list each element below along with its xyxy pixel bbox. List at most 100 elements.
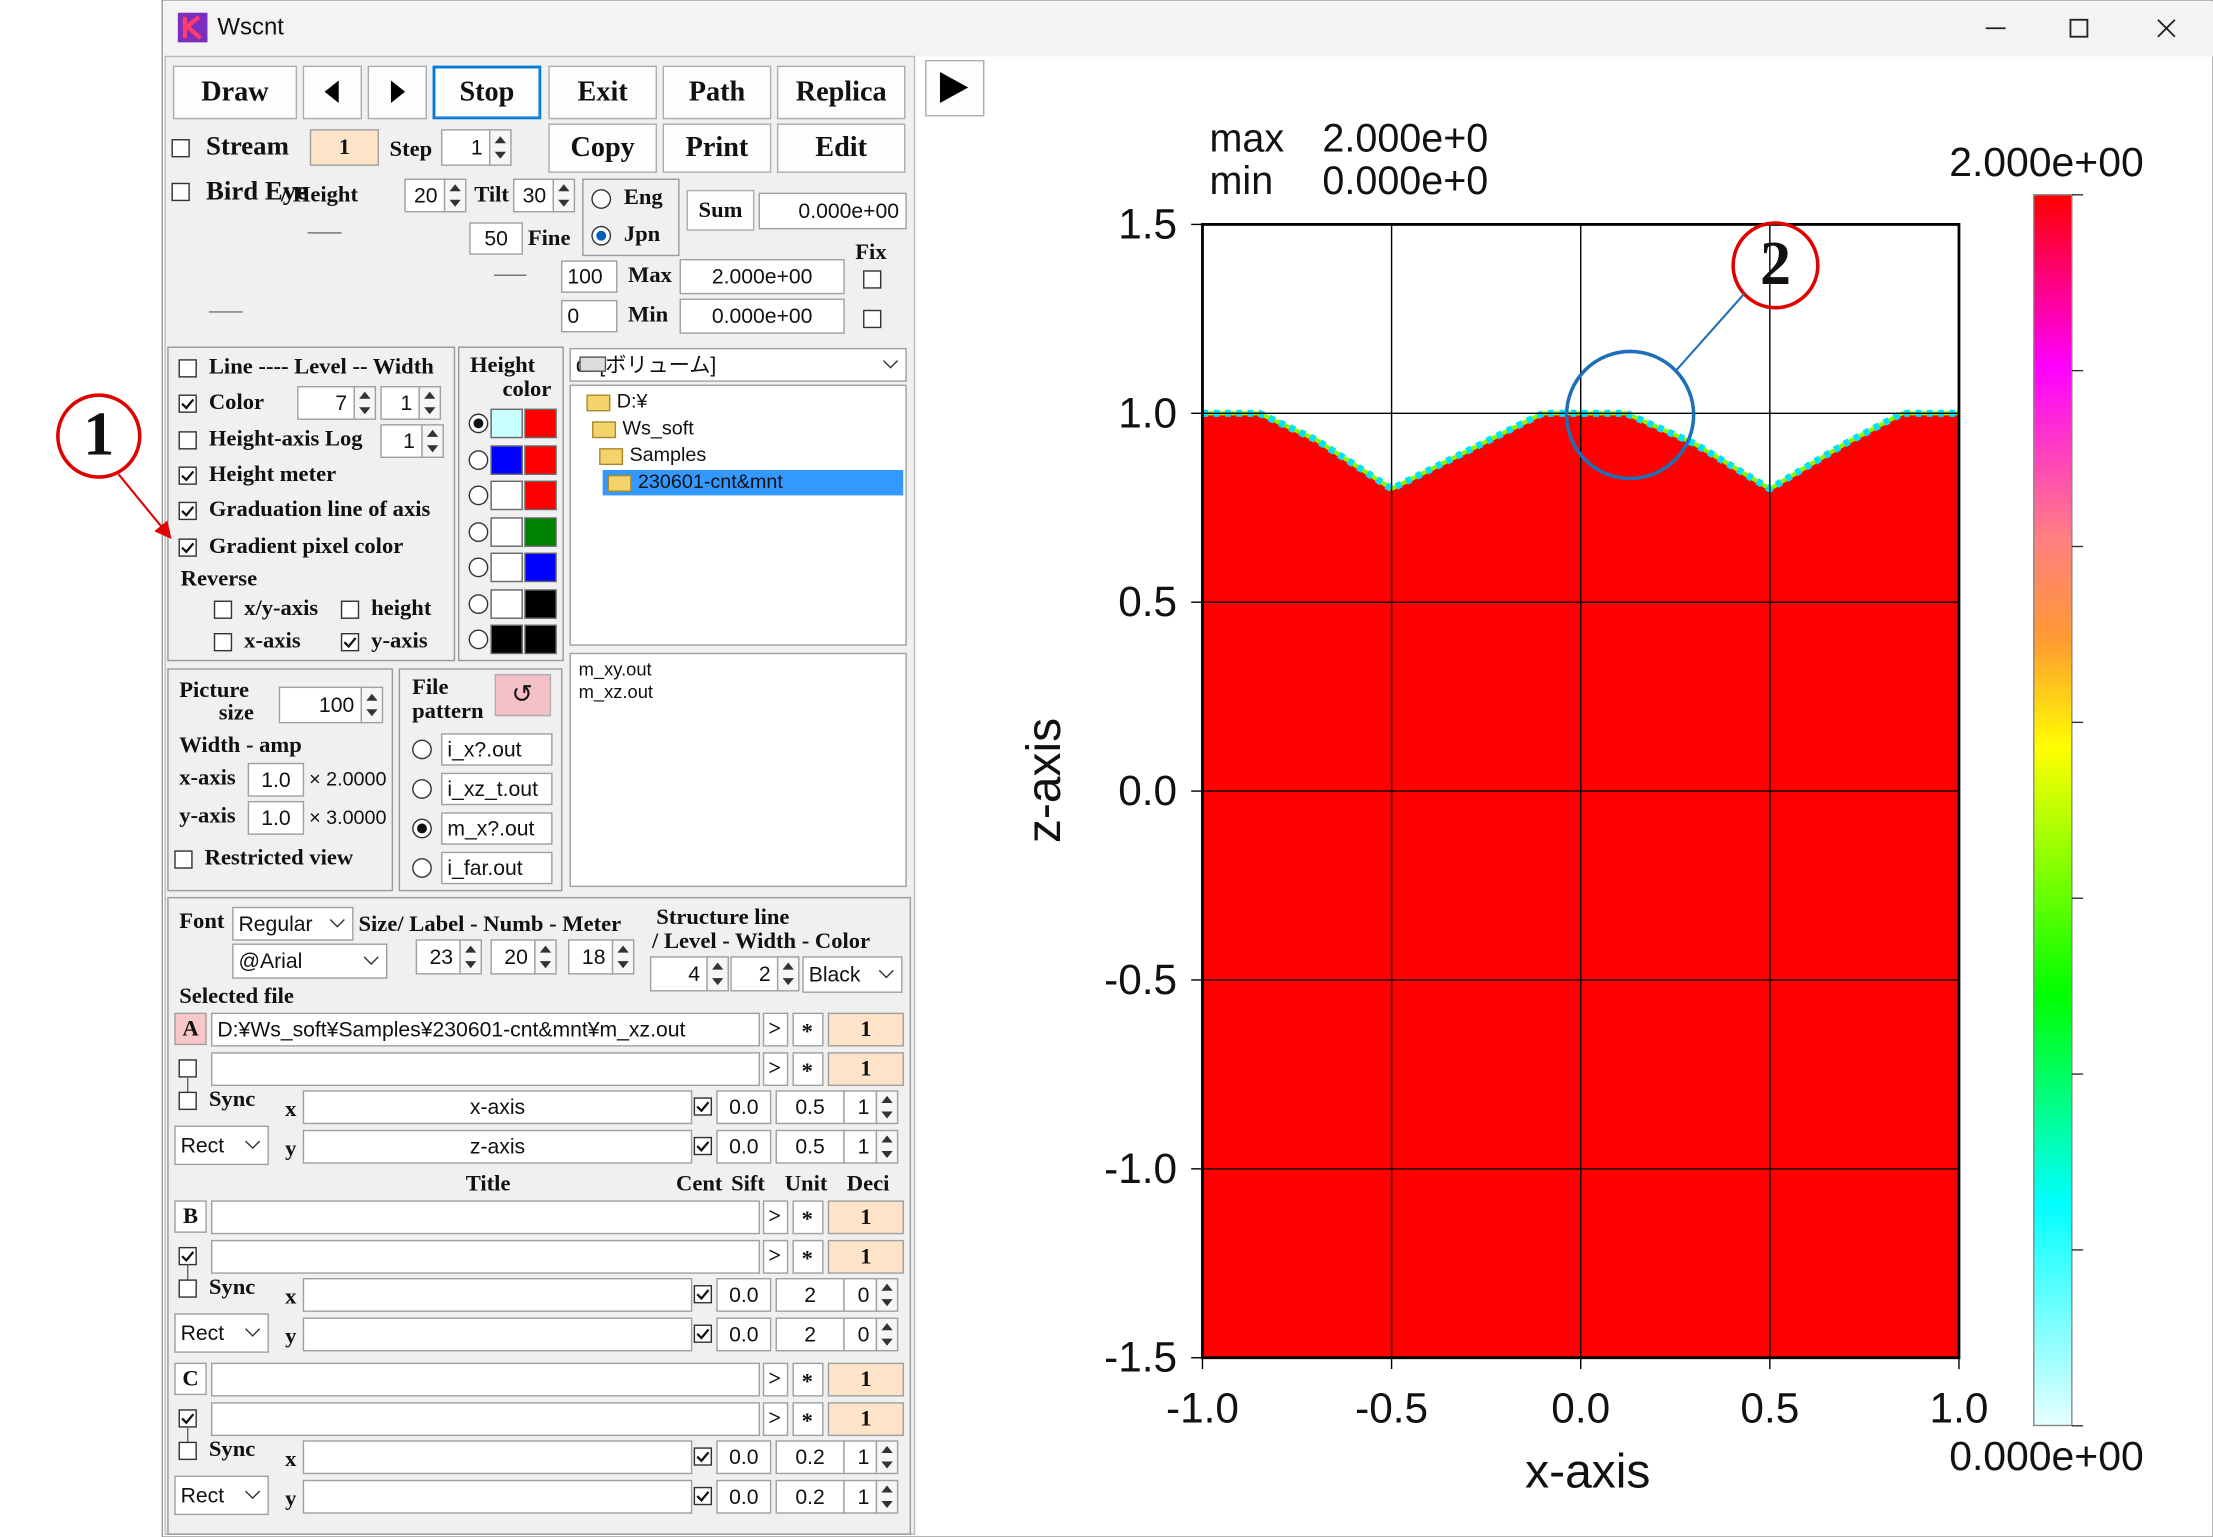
- input-field[interactable]: [490, 939, 536, 975]
- input-field[interactable]: [649, 956, 708, 992]
- mark-button[interactable]: [792, 1012, 824, 1047]
- input-field[interactable]: [568, 939, 614, 975]
- input-field[interactable]: [561, 299, 618, 333]
- color-swatch[interactable]: [490, 589, 523, 619]
- input-field[interactable]: [775, 1479, 845, 1514]
- spinner[interactable]: [875, 1129, 899, 1164]
- spinner[interactable]: [776, 956, 800, 992]
- spinner[interactable]: [421, 424, 444, 459]
- input-field[interactable]: [730, 956, 779, 992]
- input-field[interactable]: [441, 812, 553, 845]
- input-field[interactable]: [210, 1362, 761, 1397]
- checkbox[interactable]: [178, 359, 197, 378]
- input-field[interactable]: [569, 347, 907, 382]
- input-field[interactable]: [827, 1362, 904, 1397]
- button[interactable]: [548, 65, 657, 120]
- mark-button[interactable]: [792, 1239, 824, 1274]
- color-swatch[interactable]: [524, 480, 557, 511]
- mark-button[interactable]: [792, 1362, 824, 1397]
- spinner[interactable]: [418, 386, 442, 420]
- input-field[interactable]: [302, 1129, 693, 1164]
- input-field[interactable]: [247, 800, 305, 835]
- button[interactable]: [662, 65, 772, 120]
- button[interactable]: [686, 189, 755, 231]
- input-field[interactable]: [716, 1090, 772, 1125]
- button[interactable]: [662, 123, 772, 173]
- spinner[interactable]: [534, 939, 557, 975]
- color-swatch[interactable]: [524, 624, 557, 655]
- button[interactable]: [432, 65, 542, 120]
- input-field[interactable]: [302, 1479, 693, 1514]
- input-field[interactable]: [827, 1200, 904, 1235]
- color-swatch[interactable]: [524, 408, 557, 439]
- spinner[interactable]: [489, 129, 512, 166]
- checkbox[interactable]: [693, 1447, 713, 1466]
- checkbox[interactable]: [213, 633, 233, 652]
- input-field[interactable]: [232, 906, 354, 941]
- mark-button[interactable]: [792, 1052, 824, 1087]
- input-field[interactable]: [716, 1317, 772, 1352]
- radio[interactable]: [591, 189, 612, 209]
- radio[interactable]: [468, 450, 489, 470]
- checkbox[interactable]: [693, 1136, 713, 1156]
- button[interactable]: [172, 65, 298, 120]
- input-field[interactable]: [210, 1402, 761, 1437]
- radio[interactable]: [468, 485, 489, 506]
- input-field[interactable]: [561, 260, 618, 293]
- radio[interactable]: [412, 739, 432, 760]
- input-field[interactable]: [247, 762, 305, 797]
- button[interactable]: [548, 123, 657, 173]
- input-field[interactable]: [716, 1277, 772, 1312]
- input-field[interactable]: [302, 1090, 693, 1125]
- input-field[interactable]: [174, 1313, 269, 1353]
- input-field[interactable]: [775, 1277, 845, 1312]
- input-field[interactable]: [441, 129, 491, 166]
- spinner[interactable]: [611, 939, 635, 975]
- browse-button[interactable]: [762, 1012, 789, 1047]
- checkbox[interactable]: [693, 1486, 713, 1506]
- color-swatch[interactable]: [490, 552, 523, 583]
- color-swatch[interactable]: [490, 480, 523, 511]
- input-field[interactable]: [827, 1239, 904, 1274]
- input-field[interactable]: [679, 259, 845, 295]
- radio[interactable]: [468, 522, 489, 542]
- checkbox[interactable]: [340, 600, 360, 619]
- input-field[interactable]: [716, 1440, 772, 1475]
- mark-button[interactable]: [792, 1402, 824, 1437]
- input-field[interactable]: [302, 1440, 693, 1475]
- checkbox[interactable]: [178, 1059, 197, 1078]
- input-field[interactable]: [210, 1052, 761, 1087]
- color-swatch[interactable]: [524, 552, 557, 583]
- checkbox[interactable]: [178, 538, 197, 557]
- input-field[interactable]: [210, 1239, 761, 1274]
- input-field[interactable]: [210, 1200, 761, 1235]
- input-field[interactable]: [302, 1317, 693, 1352]
- spinner[interactable]: [552, 178, 576, 213]
- color-swatch[interactable]: [490, 408, 523, 439]
- input-field[interactable]: [775, 1090, 845, 1125]
- input-field[interactable]: [716, 1479, 772, 1514]
- input-field[interactable]: [302, 1277, 693, 1312]
- input-field[interactable]: [232, 943, 388, 979]
- spinner[interactable]: [875, 1440, 899, 1475]
- maximize-button[interactable]: [2069, 18, 2089, 38]
- spinner[interactable]: [353, 386, 377, 420]
- browse-button[interactable]: [762, 1200, 789, 1235]
- radio[interactable]: [468, 629, 489, 650]
- mark-button[interactable]: [792, 1200, 824, 1235]
- button[interactable]: [776, 65, 906, 120]
- input-field[interactable]: [174, 1125, 269, 1166]
- checkbox[interactable]: [178, 1441, 197, 1461]
- button[interactable]: [776, 123, 906, 173]
- browse-button[interactable]: [762, 1402, 789, 1437]
- input-field[interactable]: [775, 1317, 845, 1352]
- spinner[interactable]: [875, 1479, 899, 1514]
- checkbox[interactable]: [178, 1091, 197, 1111]
- input-field[interactable]: [843, 1277, 878, 1312]
- input-field[interactable]: [174, 1475, 269, 1516]
- input-field[interactable]: [380, 386, 420, 420]
- color-swatch[interactable]: [490, 445, 523, 475]
- input-field[interactable]: [827, 1052, 904, 1087]
- checkbox[interactable]: [863, 270, 882, 289]
- radio[interactable]: [468, 557, 489, 578]
